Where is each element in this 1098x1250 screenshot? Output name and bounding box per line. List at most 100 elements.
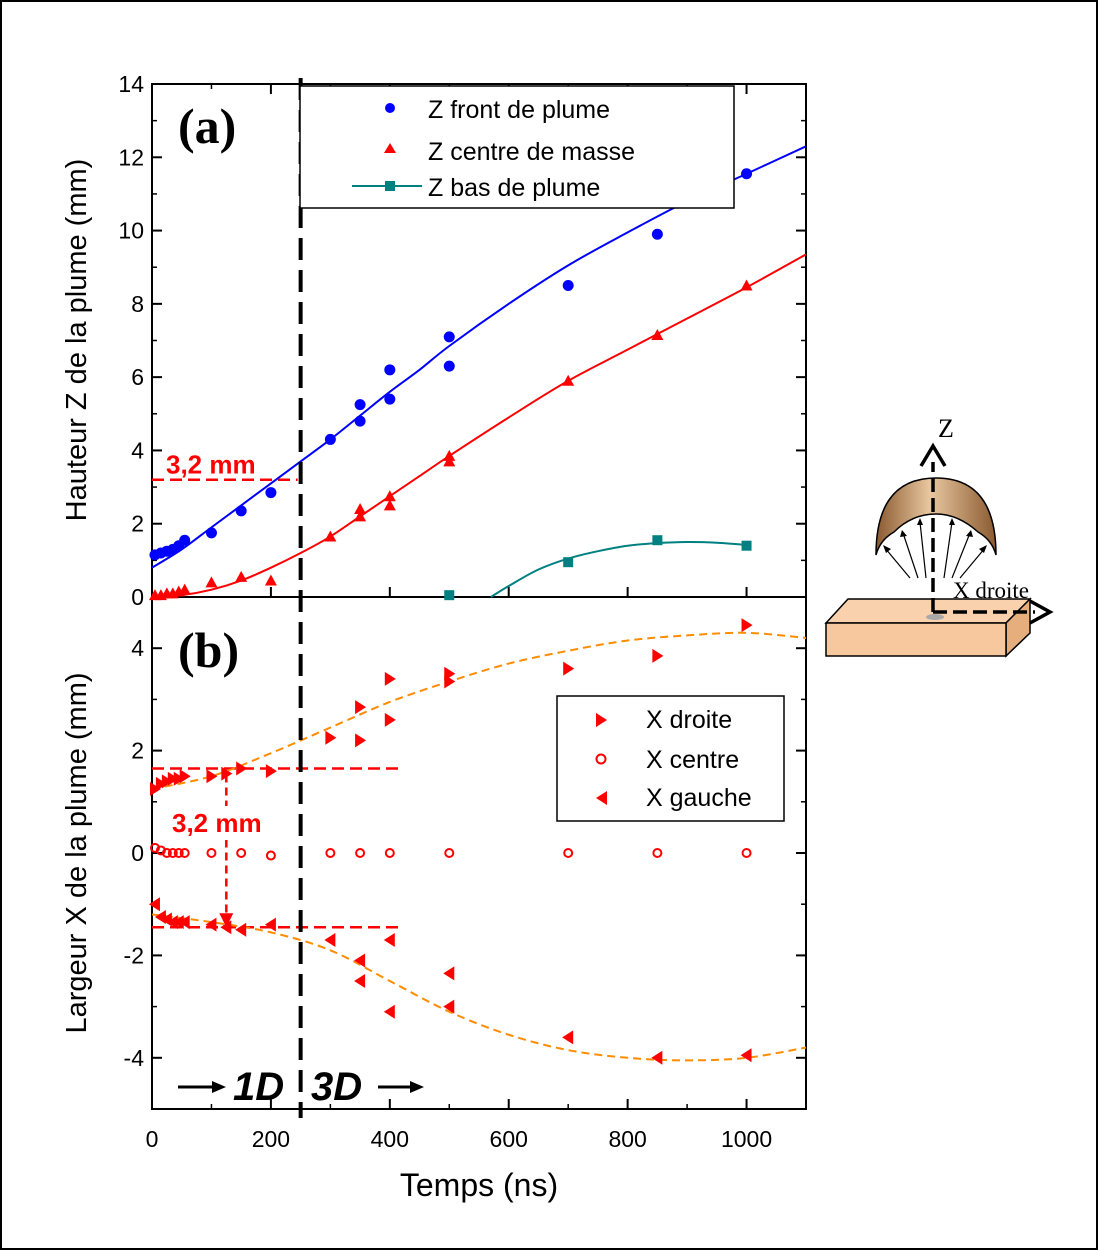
legend-b-label-gauche: X gauche [646,784,752,812]
expansion-arrowheads [883,518,987,553]
data-point [264,574,277,586]
data-point [235,570,248,582]
legend-a-marker-centre [384,143,396,153]
y-tick-label: 12 [118,144,144,170]
legend-b-box [556,695,785,822]
legend-a-label-bas: Z bas de plume [428,174,600,202]
data-point [384,712,396,727]
data-point [205,576,218,588]
panel-a-axis: 0 2 4 6 8 10 12 14 [118,71,806,610]
data-point [384,848,395,858]
expansion-arrows [884,521,986,579]
panel-b-ylabel: Largeur X de la plume (mm) [61,672,93,1033]
data-point [355,700,367,715]
legend-a-marker-bas [385,181,395,191]
data-point [155,776,167,791]
data-point [443,966,455,981]
data-point [651,329,664,341]
data-point [444,848,455,858]
data-point [354,503,367,515]
panel-a-label: (a) [178,98,236,154]
data-point [355,848,366,858]
y-tick-label: -4 [124,1045,145,1071]
data-point [179,769,191,784]
data-point [741,618,753,633]
legend-a-label-centre: Z centre de masse [428,138,635,166]
data-point [384,364,396,376]
y-tick-label: 0 [131,840,144,866]
data-point [179,534,191,546]
data-point [148,897,160,912]
data-point [383,1004,395,1019]
regime-3d-label: 3D [311,1065,362,1109]
data-point [355,733,367,748]
x-tick-label: 400 [371,1126,409,1152]
data-point [443,999,455,1014]
y-tick-label: 4 [131,437,144,463]
regime-1d-label: 1D [233,1065,284,1109]
data-point [651,1050,663,1065]
panel-a-annotation: 3,2 mm [152,450,298,481]
data-point [652,648,664,663]
annotation-label: 3,2 mm [172,808,262,838]
x-tick-label: 200 [252,1126,290,1152]
data-point [166,915,178,930]
data-point [652,848,663,858]
data-point [172,915,184,930]
data-point [444,666,456,681]
z-axis-arrowhead [919,442,947,467]
y-tick-label: 10 [118,218,144,244]
target-front-face [825,622,1007,657]
data-point [563,557,574,568]
data-point [741,540,752,551]
x-tick-label: 600 [490,1126,528,1152]
data-point [562,280,574,292]
data-point [651,228,663,240]
annotation-label: 3,2 mm [166,450,256,480]
data-point [562,374,575,386]
data-point [741,168,753,180]
data-point [236,848,247,858]
data-point [443,360,455,372]
data-point [324,433,336,445]
data-point [741,848,752,858]
y-tick-label: 6 [131,364,144,390]
legend-a-label-front: Z front de plume [428,96,610,124]
data-point [206,848,217,858]
data-point [179,848,190,858]
data-point [173,848,184,858]
data-point [383,499,396,511]
data-point [383,490,396,502]
data-point [354,953,366,968]
fit-line [490,541,747,598]
y-tick-label: 0 [131,584,144,610]
regime-labels: 1D 3D [178,1065,424,1109]
data-point [205,917,217,932]
panel-b-fit-lines [151,631,807,1062]
fit-line-dashed [151,913,807,1062]
x-tick-label: 1000 [721,1126,772,1152]
panel-b-points [148,618,753,1065]
data-point [265,764,277,779]
data-point [236,761,248,776]
y-tick-label: 2 [131,738,144,764]
y-tick-label: 4 [131,635,144,661]
z-axis-label: Z [938,414,954,443]
y-tick-label: -2 [124,942,144,968]
plume-dome [875,477,997,556]
data-point [740,1048,752,1063]
x-axis-arrowhead [1029,599,1054,625]
data-point [161,848,172,858]
panel-b-axis: -4 -2 0 2 4 0 200 400 600 800 1000 [124,596,806,1152]
data-point [161,774,173,789]
data-point [206,769,218,784]
data-point [740,279,753,291]
data-point [205,527,217,539]
legend-b-label-droite: X droite [646,706,732,734]
data-point [324,530,337,542]
data-point [265,850,276,861]
data-point [444,590,455,601]
data-point [167,771,179,786]
data-point [167,848,178,858]
x-axis-label: X droite [953,578,1029,603]
